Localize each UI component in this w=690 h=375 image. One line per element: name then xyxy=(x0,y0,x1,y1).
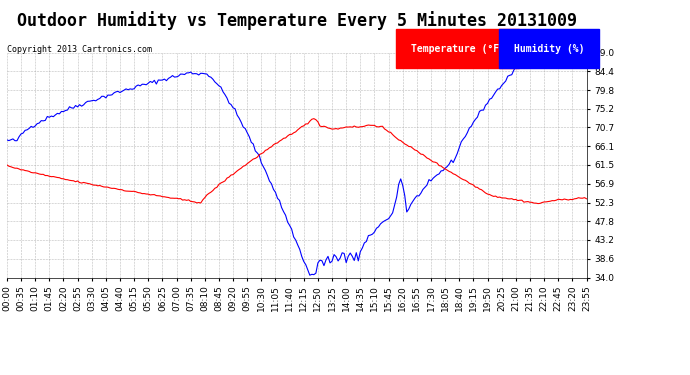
Text: Temperature (°F): Temperature (°F) xyxy=(411,44,504,54)
Text: Outdoor Humidity vs Temperature Every 5 Minutes 20131009: Outdoor Humidity vs Temperature Every 5 … xyxy=(17,11,577,30)
Text: Humidity (%): Humidity (%) xyxy=(514,44,584,54)
Text: Copyright 2013 Cartronics.com: Copyright 2013 Cartronics.com xyxy=(7,45,152,54)
